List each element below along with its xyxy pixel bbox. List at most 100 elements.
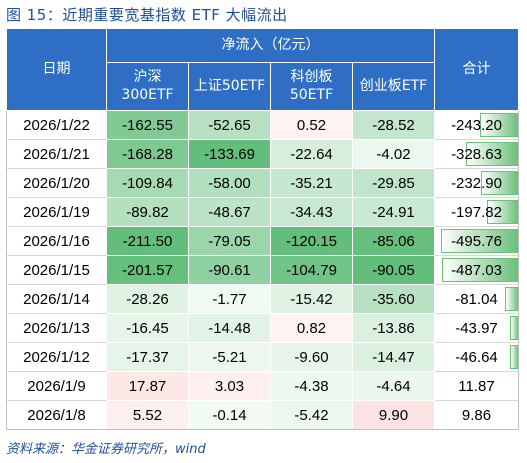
flow-cell: -168.28 — [106, 139, 189, 169]
total-cell: -81.04 — [434, 284, 519, 314]
header-col-hs300: 沪深 300ETF — [106, 62, 189, 111]
table-row: 2026/1/9 17.87 3.03 -4.38 -4.64 11.87 — [6, 371, 519, 401]
flow-cell: -34.43 — [270, 197, 353, 227]
flow-cell: -90.61 — [188, 255, 271, 285]
source-note: 资料来源：华金证券研究所，wind — [6, 442, 206, 457]
date-cell: 2026/1/15 — [6, 255, 107, 285]
total-data-bar — [481, 171, 518, 195]
date-cell: 2026/1/8 — [6, 400, 107, 430]
total-cell: -197.82 — [434, 197, 519, 227]
total-data-bar — [509, 345, 518, 369]
total-value: 11.87 — [458, 377, 495, 395]
flow-cell: -201.57 — [106, 255, 189, 285]
flow-cell: -24.91 — [352, 197, 435, 227]
flow-cell: -35.21 — [270, 168, 353, 198]
total-cell: -328.63 — [434, 139, 519, 169]
total-value: -43.97 — [455, 319, 498, 337]
header-col-kc50: 科创板 50ETF — [270, 62, 353, 111]
total-value: -46.64 — [455, 348, 498, 366]
total-value: -328.63 — [451, 145, 502, 163]
total-cell: -43.97 — [434, 313, 519, 343]
flow-cell: -52.65 — [188, 110, 271, 140]
total-cell: 11.87 — [434, 371, 519, 401]
table-row: 2026/1/12 -17.37 -5.21 -9.60 -14.47 -46.64 — [6, 342, 519, 372]
total-value: -487.03 — [451, 261, 502, 279]
total-cell: -243.20 — [434, 110, 519, 140]
total-data-bar — [486, 200, 518, 224]
flow-cell: -4.64 — [352, 371, 435, 401]
total-cell: -232.90 — [434, 168, 519, 198]
flow-cell: 17.87 — [106, 371, 189, 401]
flow-cell: -90.05 — [352, 255, 435, 285]
total-data-bar — [466, 142, 518, 166]
flow-cell: -89.82 — [106, 197, 189, 227]
flow-cell: -48.67 — [188, 197, 271, 227]
date-cell: 2026/1/22 — [6, 110, 107, 140]
flow-cell: -13.86 — [352, 313, 435, 343]
table-row: 2026/1/22 -162.55 -52.65 0.52 -28.52 -243.20 — [6, 110, 519, 140]
table-row: 2026/1/15 -201.57 -90.61 -104.79 -90.05 -487.… — [6, 255, 519, 285]
flow-cell: -1.77 — [188, 284, 271, 314]
flow-cell: 0.82 — [270, 313, 353, 343]
header-total: 合计 — [434, 28, 519, 111]
flow-cell: -28.26 — [106, 284, 189, 314]
date-cell: 2026/1/12 — [6, 342, 107, 372]
table-row: 2026/1/21 -168.28 -133.69 -22.64 -4.02 -328.6… — [6, 139, 519, 169]
flow-cell: -5.42 — [270, 400, 353, 430]
date-cell: 2026/1/9 — [6, 371, 107, 401]
flow-cell: -211.50 — [106, 226, 189, 256]
header-col-cyb: 创业板ETF — [352, 62, 435, 111]
flow-cell: -16.45 — [106, 313, 189, 343]
flow-cell: -28.52 — [352, 110, 435, 140]
flow-cell: -120.15 — [270, 226, 353, 256]
flow-cell: -29.85 — [352, 168, 435, 198]
flow-cell: -104.79 — [270, 255, 353, 285]
flow-cell: 9.90 — [352, 400, 435, 430]
total-data-bar — [504, 287, 518, 311]
date-cell: 2026/1/21 — [6, 139, 107, 169]
flow-cell: -4.38 — [270, 371, 353, 401]
total-data-bar — [510, 316, 518, 340]
date-cell: 2026/1/14 — [6, 284, 107, 314]
flow-cell: 5.52 — [106, 400, 189, 430]
total-value: 9.86 — [461, 406, 492, 424]
flow-cell: 3.03 — [188, 371, 271, 401]
total-cell: -487.03 — [434, 255, 519, 285]
table-row: 2026/1/8 5.52 -0.14 -5.42 9.90 9.86 — [6, 400, 519, 430]
flow-cell: -85.06 — [352, 226, 435, 256]
header-net-inflow: 净流入（亿元） — [106, 28, 435, 63]
figure-title: 图 15：近期重要宽基指数 ETF 大幅流出 — [6, 6, 288, 24]
etf-flow-table: 日期 净流入（亿元） 合计 沪深 300ETF 上证50ETF 科创板 50ETF … — [6, 28, 519, 430]
flow-cell: -9.60 — [270, 342, 353, 372]
flow-cell: -5.21 — [188, 342, 271, 372]
date-cell: 2026/1/16 — [6, 226, 107, 256]
date-cell: 2026/1/13 — [6, 313, 107, 343]
total-value: -197.82 — [451, 203, 502, 221]
flow-cell: -109.84 — [106, 168, 189, 198]
total-data-bar — [441, 258, 518, 282]
total-value: -232.90 — [451, 174, 502, 192]
date-cell: 2026/1/19 — [6, 197, 107, 227]
flow-cell: -35.60 — [352, 284, 435, 314]
header-date: 日期 — [6, 28, 107, 111]
total-cell: -495.76 — [434, 226, 519, 256]
flow-cell: -133.69 — [188, 139, 271, 169]
flow-cell: -15.42 — [270, 284, 353, 314]
flow-cell: -22.64 — [270, 139, 353, 169]
total-value: -81.04 — [455, 290, 498, 308]
flow-cell: -17.37 — [106, 342, 189, 372]
flow-cell: -14.47 — [352, 342, 435, 372]
table-row: 2026/1/14 -28.26 -1.77 -15.42 -35.60 -81.04 — [6, 284, 519, 314]
date-cell: 2026/1/20 — [6, 168, 107, 198]
total-value: -243.20 — [451, 116, 502, 134]
flow-cell: -4.02 — [352, 139, 435, 169]
flow-cell: -0.14 — [188, 400, 271, 430]
flow-cell: -14.48 — [188, 313, 271, 343]
total-cell: -46.64 — [434, 342, 519, 372]
flow-cell: -58.00 — [188, 168, 271, 198]
table-row: 2026/1/13 -16.45 -14.48 0.82 -13.86 -43.97 — [6, 313, 519, 343]
total-cell: 9.86 — [434, 400, 519, 430]
total-value: -495.76 — [451, 232, 502, 250]
flow-cell: -79.05 — [188, 226, 271, 256]
total-data-bar — [440, 229, 518, 253]
